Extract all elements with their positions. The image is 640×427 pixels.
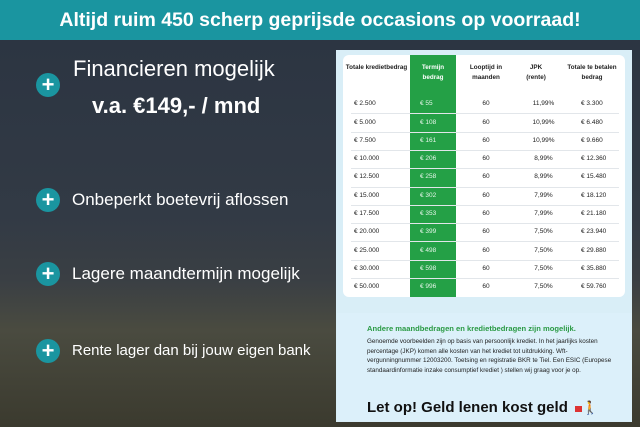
- table-cell: € 6.480: [581, 118, 603, 126]
- table-cell: € 258: [420, 173, 437, 181]
- table-cell: € 15.000: [354, 191, 380, 199]
- table-cell: € 30.000: [354, 264, 380, 272]
- table-cell: 8,99%: [534, 155, 553, 163]
- plus-icon: +: [36, 188, 60, 212]
- walking-person-icon: 🚶: [572, 400, 598, 415]
- table-cell: € 3.300: [581, 100, 603, 108]
- disclaimer-title: Andere maandbedragen en kredietbedragen …: [367, 324, 576, 333]
- headline: Financieren mogelijk: [73, 56, 275, 81]
- row-divider: [351, 131, 619, 133]
- table-cell: € 12.360: [581, 155, 607, 163]
- table-row: € 30.000 € 598 60 7,50% € 35.880: [343, 260, 625, 278]
- column-header: Looptijd in maanden: [469, 64, 503, 81]
- table-cell: € 50.000: [354, 283, 380, 291]
- table-cell: € 302: [420, 191, 437, 199]
- table-cell: 60: [482, 136, 490, 144]
- table-cell: 60: [482, 118, 490, 126]
- table-cell: € 12.500: [354, 173, 380, 181]
- table-cell: € 55: [420, 100, 433, 108]
- warning-text: Let op! Geld lenen kost geld 🚶: [367, 399, 598, 416]
- warning-label: Let op! Geld lenen kost geld: [367, 399, 568, 416]
- table-cell: € 399: [420, 228, 437, 236]
- table-cell: € 353: [420, 210, 437, 218]
- table-cell: € 161: [420, 136, 437, 144]
- row-divider: [351, 186, 619, 188]
- table-cell: 7,99%: [534, 210, 553, 218]
- bullet-text: Lagere maandtermijn mogelijk: [72, 264, 300, 283]
- table-cell: 7,50%: [534, 228, 553, 236]
- table-cell: € 9.660: [581, 136, 603, 144]
- table-cell: 60: [482, 264, 490, 272]
- bullet-text: Onbeperkt boetevrij aflossen: [72, 190, 289, 209]
- table-cell: € 598: [420, 264, 437, 272]
- table-cell: € 35.880: [581, 264, 607, 272]
- row-divider: [351, 168, 619, 170]
- table-cell: € 18.120: [581, 191, 607, 199]
- bullet-text: Rente lager dan bij jouw eigen bank: [72, 342, 311, 359]
- table-cell: € 59.760: [581, 283, 607, 291]
- row-divider: [351, 204, 619, 206]
- table-cell: 8,99%: [534, 173, 553, 181]
- row-divider: [351, 278, 619, 279]
- column-header: Termijn bedrag: [421, 64, 445, 81]
- table-cell: € 15.480: [581, 173, 607, 181]
- plus-icon: +: [36, 339, 60, 363]
- price-text: v.a. €149,- / mnd: [92, 93, 261, 118]
- column-header: Totale kredietbedrag: [345, 64, 408, 71]
- disclaimer-box: Andere maandbedragen en kredietbedragen …: [337, 313, 632, 421]
- table-cell: € 996: [420, 283, 437, 291]
- row-divider: [351, 149, 619, 151]
- table-cell: 60: [482, 191, 490, 199]
- table-cell: 7,50%: [534, 246, 553, 254]
- table-row: € 20.000 € 399 60 7,50% € 23.940: [343, 223, 625, 241]
- table-cell: € 23.940: [581, 228, 607, 236]
- table-cell: 7,50%: [534, 264, 553, 272]
- table-row: € 10.000 € 206 60 8,99% € 12.360: [343, 150, 625, 168]
- column-header: JPK (rente): [526, 64, 546, 81]
- table-cell: 10,99%: [532, 118, 555, 126]
- table-row: € 25.000 € 498 60 7,50% € 29.880: [343, 241, 625, 259]
- table-row: € 15.000 € 302 60 7,99% € 18.120: [343, 187, 625, 205]
- table-cell: 60: [482, 173, 490, 181]
- row-divider: [351, 259, 619, 261]
- table-cell: 10,99%: [532, 136, 555, 144]
- plus-icon: +: [36, 262, 60, 286]
- column-header: Totale te betalen bedrag: [567, 64, 617, 81]
- top-banner: Altijd ruim 450 scherp geprijsde occasio…: [0, 0, 640, 40]
- table-cell: € 5.000: [354, 118, 376, 126]
- table-cell: 11,99%: [532, 100, 555, 108]
- table-cell: € 21.180: [581, 210, 607, 218]
- table-cell: € 20.000: [354, 228, 380, 236]
- table-row: € 17.500 € 353 60 7,99% € 21.180: [343, 205, 625, 223]
- table-cell: € 29.880: [581, 246, 607, 254]
- table-row: € 2.500 € 55 60 11,99% € 3.300: [343, 95, 625, 113]
- table-cell: € 7.500: [354, 136, 376, 144]
- table-cell: 60: [482, 283, 490, 291]
- table-row: € 7.500 € 161 60 10,99% € 9.660: [343, 132, 625, 150]
- table-cell: € 17.500: [354, 210, 380, 218]
- table-cell: € 2.500: [354, 100, 376, 108]
- table-cell: 7,99%: [534, 191, 553, 199]
- table-cell: € 10.000: [354, 155, 380, 163]
- table-cell: € 25.000: [354, 246, 380, 254]
- table-cell: 60: [482, 228, 490, 236]
- plus-icon: +: [36, 73, 60, 97]
- row-divider: [351, 113, 619, 115]
- disclaimer-text: Genoemde voorbeelden zijn op basis van p…: [367, 338, 612, 374]
- highlight-column: [410, 55, 456, 297]
- table-cell: 60: [482, 210, 490, 218]
- table-cell: € 108: [420, 118, 437, 126]
- table-row: € 50.000 € 996 60 7,50% € 59.760: [343, 278, 625, 296]
- table-row: € 5.000 € 108 60 10,99% € 6.480: [343, 113, 625, 131]
- table-cell: 60: [482, 246, 490, 254]
- table-cell: € 206: [420, 155, 437, 163]
- loan-table: Totale kredietbedrag Termijn bedrag Loop…: [343, 55, 625, 297]
- table-cell: 7,50%: [534, 283, 553, 291]
- row-divider: [351, 223, 619, 225]
- row-divider: [351, 241, 619, 243]
- table-cell: 60: [482, 100, 490, 108]
- table-cell: 60: [482, 155, 490, 163]
- table-row: € 12.500 € 258 60 8,99% € 15.480: [343, 168, 625, 186]
- table-cell: € 498: [420, 246, 437, 254]
